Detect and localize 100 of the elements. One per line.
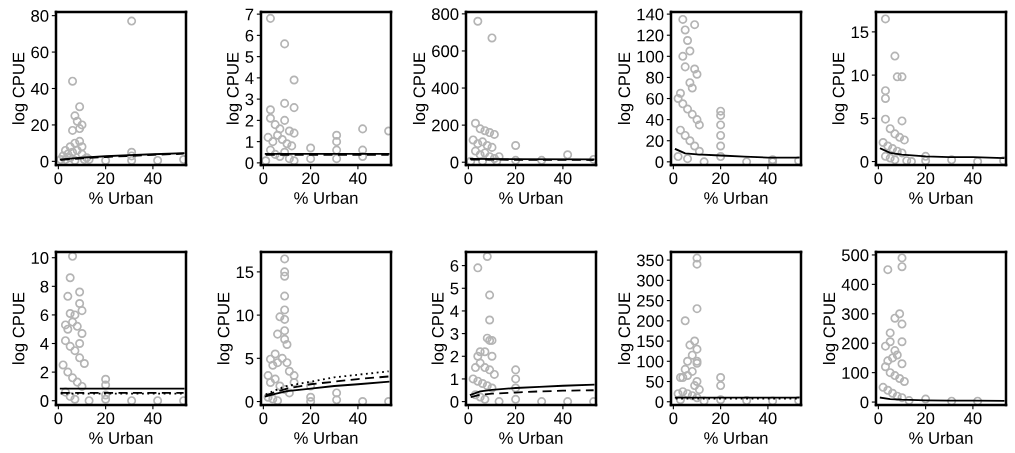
y-tick-label: 600 <box>432 45 459 58</box>
y-tick-label: 0 <box>655 396 664 408</box>
x-tick-label: 40 <box>349 412 367 425</box>
y-tick-label: 300 <box>841 308 869 320</box>
y-tick-label: 5 <box>245 352 254 365</box>
x-axis-title: % Urban <box>294 191 358 204</box>
y-axis-title: log CPUE <box>832 52 848 124</box>
y-tick-label: 2 <box>245 114 254 127</box>
x-axis-title: % Urban <box>704 191 768 204</box>
y-tick-label: 300 <box>636 274 664 287</box>
y-tick-label: 6 <box>40 309 49 322</box>
y-tick-label: 400 <box>841 278 869 291</box>
x-tick-label: 20 <box>97 412 115 425</box>
y-tick-label: 40 <box>645 114 664 126</box>
y-tick-label: 3 <box>450 328 459 340</box>
y-tick-label: 0 <box>860 396 869 409</box>
y-tick-label: 3 <box>245 93 254 106</box>
y-tick-label: 350 <box>636 254 664 267</box>
y-tick-label: 10 <box>851 69 869 82</box>
y-tick-label: 80 <box>31 10 49 22</box>
y-axis-title: log CPUE <box>217 292 233 364</box>
x-tick-label: 0 <box>669 412 678 425</box>
x-tick-label: 20 <box>507 412 525 425</box>
y-tick-label: 150 <box>637 335 664 348</box>
x-tick-label: 0 <box>259 412 268 425</box>
y-tick-label: 50 <box>646 375 664 388</box>
x-tick-label: 0 <box>54 172 63 185</box>
y-tick-label: 5 <box>860 112 869 125</box>
y-tick-label: 100 <box>637 355 664 368</box>
x-tick-label: 0 <box>669 172 678 185</box>
y-tick-label: 120 <box>637 29 664 42</box>
y-tick-label: 5 <box>245 51 254 63</box>
y-axis-title: log CPUE <box>12 292 28 364</box>
y-tick-label: 6 <box>450 260 459 272</box>
y-tick-label: 8 <box>40 280 49 293</box>
y-tick-label: 0 <box>860 155 869 168</box>
y-axis-title: log CPUE <box>431 292 448 364</box>
y-axis-title: log CPUE <box>617 52 634 124</box>
y-tick-label: 1 <box>451 373 459 385</box>
y-tick-label: 4 <box>450 305 459 317</box>
x-tick-label: 0 <box>54 412 63 425</box>
x-tick-label: 40 <box>759 172 777 185</box>
x-tick-label: 40 <box>144 172 162 185</box>
y-tick-label: 4 <box>40 338 49 350</box>
x-tick-label: 0 <box>259 172 268 185</box>
x-tick-label: 40 <box>964 412 982 425</box>
x-tick-label: 20 <box>712 172 730 185</box>
y-tick-label: 60 <box>646 92 664 105</box>
x-tick-label: 40 <box>554 172 572 185</box>
y-axis-title: log CPUE <box>12 52 28 124</box>
x-tick-label: 20 <box>507 172 525 185</box>
y-tick-label: 0 <box>245 157 254 170</box>
y-tick-label: 100 <box>842 367 869 379</box>
y-tick-label: 200 <box>432 119 459 132</box>
y-axis-title: log CPUE <box>617 292 634 364</box>
y-tick-label: 100 <box>637 50 664 63</box>
x-tick-label: 40 <box>964 172 982 185</box>
y-tick-label: 80 <box>646 71 664 84</box>
y-tick-label: 15 <box>236 266 254 279</box>
y-tick-label: 1 <box>246 136 254 148</box>
y-axis-title: log CPUE <box>226 52 243 124</box>
x-tick-label: 0 <box>464 172 473 185</box>
x-axis-title: % Urban <box>294 431 358 444</box>
y-tick-label: 2 <box>40 366 49 379</box>
y-tick-label: 40 <box>30 82 49 95</box>
y-axis-title: log CPUE <box>822 292 839 364</box>
x-tick-label: 40 <box>349 172 367 185</box>
y-tick-label: 2 <box>450 350 459 363</box>
x-tick-label: 40 <box>144 412 162 425</box>
x-tick-label: 40 <box>554 412 572 425</box>
y-tick-label: 800 <box>431 8 459 21</box>
y-tick-label: 60 <box>31 46 49 59</box>
x-tick-label: 20 <box>302 412 320 425</box>
x-tick-label: 20 <box>917 172 935 185</box>
y-tick-label: 0 <box>655 156 664 169</box>
x-axis-title: % Urban <box>909 431 973 444</box>
y-axis-title: log CPUE <box>412 52 429 124</box>
y-tick-label: 0 <box>450 396 459 408</box>
x-axis-title: % Urban <box>499 191 563 204</box>
y-tick-label: 4 <box>245 72 254 84</box>
y-tick-label: 20 <box>31 119 49 132</box>
y-tick-label: 0 <box>40 155 49 168</box>
y-tick-label: 140 <box>637 8 664 21</box>
y-tick-label: 200 <box>842 337 869 350</box>
y-tick-label: 10 <box>236 309 254 322</box>
x-tick-label: 20 <box>917 412 935 425</box>
x-axis-title: % Urban <box>89 431 153 444</box>
y-tick-label: 0 <box>450 156 459 169</box>
y-tick-label: 250 <box>637 294 664 307</box>
y-tick-label: 10 <box>31 252 49 264</box>
y-tick-label: 5 <box>450 282 459 295</box>
y-tick-label: 15 <box>851 26 869 39</box>
y-tick-label: 0 <box>40 395 49 407</box>
x-axis-title: % Urban <box>499 431 563 444</box>
y-tick-label: 200 <box>637 315 664 328</box>
x-axis-title: % Urban <box>909 191 973 204</box>
y-tick-label: 500 <box>841 249 869 262</box>
x-tick-label: 0 <box>874 412 883 425</box>
x-axis-title: % Urban <box>89 191 153 204</box>
x-tick-label: 20 <box>712 412 730 425</box>
